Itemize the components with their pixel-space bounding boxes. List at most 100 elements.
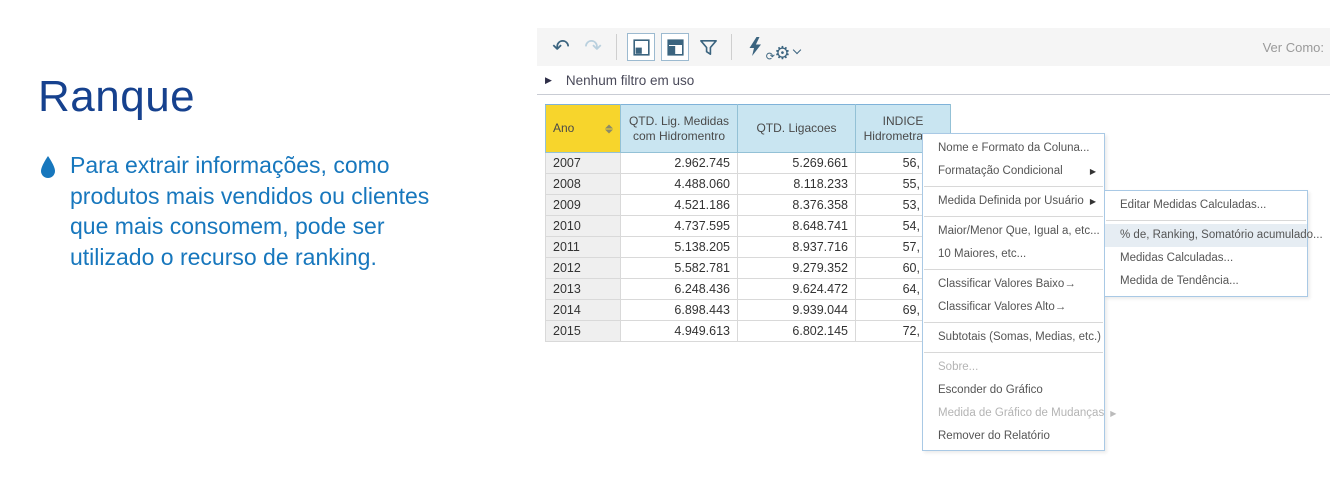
menu-item-label: Classificar Valores Baixo→ (938, 278, 1076, 291)
cell-value[interactable]: 6.248.436 (621, 279, 738, 300)
water-drop-icon (40, 156, 56, 178)
view-as-label: Ver Como: (1263, 40, 1326, 55)
panel-restore-button[interactable] (627, 33, 655, 61)
menu-item[interactable]: Nome e Formato da Coluna... (923, 137, 1104, 160)
menu-item-label: Remover do Relatório (938, 430, 1050, 443)
bullet-item: Para extrair informações, como produtos … (38, 150, 508, 272)
menu-item-label: Medida Definida por Usuário (938, 195, 1084, 208)
menu-item-label: Sobre... (938, 361, 978, 374)
menu-item[interactable]: Subtotais (Somas, Medias, etc.) (923, 326, 1104, 349)
menu-item-label: Maior/Menor Que, Igual a, etc... (938, 225, 1100, 238)
panel-layout-button[interactable] (661, 33, 689, 61)
submenu-arrow-icon: ▶ (1110, 407, 1116, 420)
cell-year[interactable]: 2007 (546, 153, 621, 174)
cell-value[interactable]: 8.118.233 (738, 174, 856, 195)
sort-icon[interactable] (605, 124, 613, 133)
menu-item-label: Medida de Tendência... (1120, 275, 1239, 288)
menu-item[interactable]: Medida Definida por Usuário ▶ (923, 190, 1104, 213)
menu-item[interactable]: % de, Ranking, Somatório acumulado... (1105, 224, 1307, 247)
menu-item[interactable]: Editar Medidas Calculadas... (1105, 194, 1307, 217)
cell-value[interactable]: 4.737.595 (621, 216, 738, 237)
undo-button[interactable]: ↶ (548, 32, 574, 62)
menu-item-label: Medidas Calculadas... (1120, 252, 1233, 265)
table-row: 20094.521.1868.376.35853, (546, 195, 951, 216)
cell-year[interactable]: 2014 (546, 300, 621, 321)
cell-value[interactable]: 6.898.443 (621, 300, 738, 321)
menu-item-label: Medida de Gráfico de Mudanças (938, 407, 1104, 420)
cell-value[interactable]: 4.521.186 (621, 195, 738, 216)
menu-item[interactable]: Esconder do Gráfico (923, 379, 1104, 402)
chevron-down-icon (792, 46, 800, 54)
submenu-arrow-icon: ▶ (1090, 165, 1096, 178)
menu-item[interactable]: Classificar Valores Baixo→ (923, 273, 1104, 296)
table-row: 20125.582.7819.279.35260, (546, 258, 951, 279)
cell-year[interactable]: 2010 (546, 216, 621, 237)
redo-icon: ↷ (584, 37, 602, 58)
table-row: 20104.737.5958.648.74154, (546, 216, 951, 237)
refresh-button[interactable]: ⟳ (742, 32, 768, 62)
cell-value[interactable]: 9.624.472 (738, 279, 856, 300)
menu-item[interactable]: Remover do Relatório (923, 425, 1104, 448)
bullet-text: Para extrair informações, como produtos … (70, 150, 429, 272)
menu-item: Sobre... (923, 356, 1104, 379)
submenu-arrow-icon: ▶ (1090, 195, 1096, 208)
cell-value[interactable]: 4.949.613 (621, 321, 738, 342)
refresh-bolt-icon (748, 37, 763, 57)
toolbar-divider (731, 34, 732, 60)
menu-separator (924, 186, 1103, 187)
cell-value[interactable]: 8.937.716 (738, 237, 856, 258)
column-header-qtd-medidas[interactable]: QTD. Lig. Medidas com Hidromentro (621, 105, 738, 153)
cell-year[interactable]: 2013 (546, 279, 621, 300)
cell-year[interactable]: 2009 (546, 195, 621, 216)
column-header-ano[interactable]: Ano (546, 105, 621, 153)
cell-value[interactable]: 8.376.358 (738, 195, 856, 216)
cell-value[interactable]: 4.488.060 (621, 174, 738, 195)
table-row: 20154.949.6136.802.14572, (546, 321, 951, 342)
gear-icon: ⚙ (774, 44, 790, 62)
menu-item[interactable]: Formatação Condicional▶ (923, 160, 1104, 183)
menu-separator (924, 352, 1103, 353)
menu-item[interactable]: Medidas Calculadas... (1105, 247, 1307, 270)
table-body: 20072.962.7455.269.66156,20084.488.0608.… (546, 153, 951, 342)
menu-item-label: Nome e Formato da Coluna... (938, 142, 1090, 155)
cell-value[interactable]: 9.939.044 (738, 300, 856, 321)
table-row: 20136.248.4369.624.47264, (546, 279, 951, 300)
refresh-arrow-icon: ⟳ (766, 50, 775, 63)
expander-arrow-icon[interactable]: ▶ (545, 75, 552, 86)
column-header-qtd-ligacoes[interactable]: QTD. Ligacoes (738, 105, 856, 153)
menu-item[interactable]: Medida de Tendência... (1105, 270, 1307, 293)
cell-value[interactable]: 2.962.745 (621, 153, 738, 174)
table-row: 20072.962.7455.269.66156, (546, 153, 951, 174)
context-menu: Nome e Formato da Coluna... Formatação Co… (922, 133, 1105, 451)
cell-year[interactable]: 2011 (546, 237, 621, 258)
toolbar: ↶ ↷ (537, 28, 1330, 66)
cell-year[interactable]: 2008 (546, 174, 621, 195)
table-row: 20146.898.4439.939.04469, (546, 300, 951, 321)
settings-button[interactable]: ⚙ (774, 32, 800, 62)
panel-restore-icon (633, 39, 650, 56)
cell-year[interactable]: 2012 (546, 258, 621, 279)
cell-year[interactable]: 2015 (546, 321, 621, 342)
app-screenshot: ↶ ↷ (537, 28, 1330, 464)
filter-bar[interactable]: ▶ Nenhum filtro em uso (537, 66, 1330, 95)
menu-item-label: % de, Ranking, Somatório acumulado... (1120, 229, 1323, 242)
cell-value[interactable]: 9.279.352 (738, 258, 856, 279)
table-row: 20115.138.2058.937.71657, (546, 237, 951, 258)
cell-value[interactable]: 5.269.661 (738, 153, 856, 174)
menu-item-label: Editar Medidas Calculadas... (1120, 199, 1266, 212)
cell-value[interactable]: 5.138.205 (621, 237, 738, 258)
cell-value[interactable]: 6.802.145 (738, 321, 856, 342)
menu-item-label: 10 Maiores, etc... (938, 248, 1026, 261)
cell-value[interactable]: 5.582.781 (621, 258, 738, 279)
menu-item: Medida de Gráfico de Mudanças▶ (923, 402, 1104, 425)
menu-item-label: Esconder do Gráfico (938, 384, 1043, 397)
menu-item-label: Classificar Valores Alto→ (938, 301, 1066, 314)
menu-item[interactable]: Maior/Menor Que, Igual a, etc... (923, 220, 1104, 243)
menu-separator (924, 322, 1103, 323)
menu-item[interactable]: 10 Maiores, etc... (923, 243, 1104, 266)
filter-button[interactable] (695, 32, 721, 62)
redo-button[interactable]: ↷ (580, 32, 606, 62)
menu-separator (924, 216, 1103, 217)
cell-value[interactable]: 8.648.741 (738, 216, 856, 237)
menu-item[interactable]: Classificar Valores Alto→ (923, 296, 1104, 319)
